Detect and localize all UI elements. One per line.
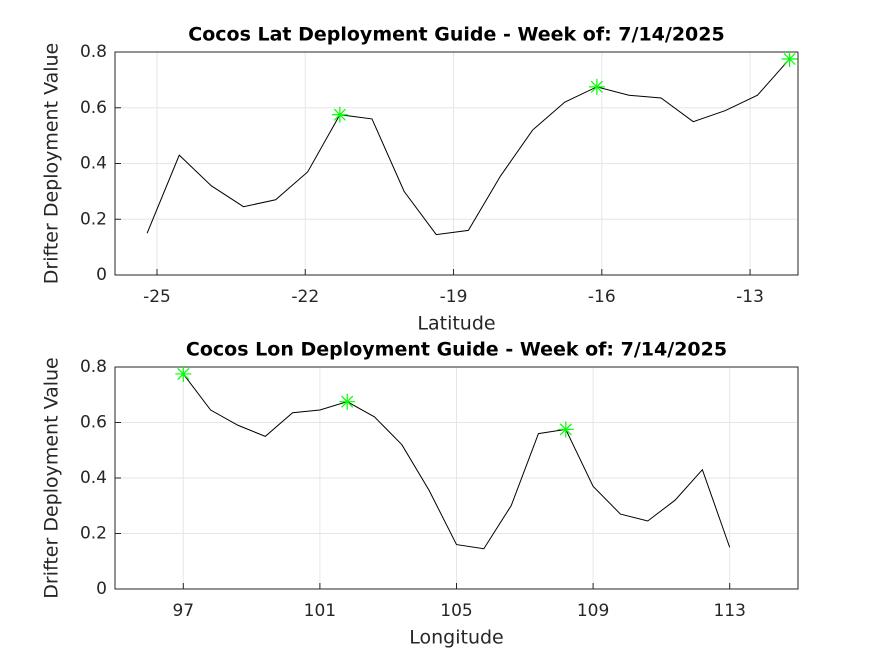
y-tick-label: 0.4 [80,468,107,488]
y-axis-label: Drifter Deployment Value [41,357,63,599]
x-tick-label: 105 [440,601,472,621]
chart-title: Cocos Lon Deployment Guide - Week of: 7/… [186,339,727,361]
y-tick-label: 0.8 [80,357,107,377]
x-tick-label: 101 [304,601,336,621]
x-tick-label: 113 [713,601,745,621]
y-tick-label: 0.2 [80,524,107,544]
y-tick-label: 0.8 [80,42,107,62]
star-marker [339,393,356,410]
x-tick-label: -16 [588,287,616,307]
x-tick-label: -22 [291,287,319,307]
axes-box [114,366,799,590]
star-marker [331,106,348,123]
star-marker [781,50,798,67]
axes-box [114,51,799,276]
y-tick-label: 0.6 [80,98,107,118]
x-tick-label: -13 [736,287,764,307]
star-marker [175,365,192,382]
y-tick-label: 0.4 [80,154,107,174]
x-tick-label: 109 [577,601,609,621]
data-line [182,373,731,550]
star-marker [557,421,574,438]
x-axis-label: Latitude [417,313,495,335]
y-tick-label: 0 [96,579,107,599]
x-tick-label: 97 [172,601,194,621]
x-tick-label: -25 [143,287,171,307]
y-tick-label: 0.6 [80,413,107,433]
chart-title: Cocos Lat Deployment Guide - Week of: 7/… [188,24,724,46]
star-marker [588,78,605,95]
y-tick-label: 0 [96,265,107,285]
x-axis-label: Longitude [409,627,504,649]
y-axis-label: Drifter Deployment Value [41,43,63,285]
y-tick-label: 0.2 [80,209,107,229]
x-tick-label: -19 [440,287,468,307]
data-line [146,58,790,236]
